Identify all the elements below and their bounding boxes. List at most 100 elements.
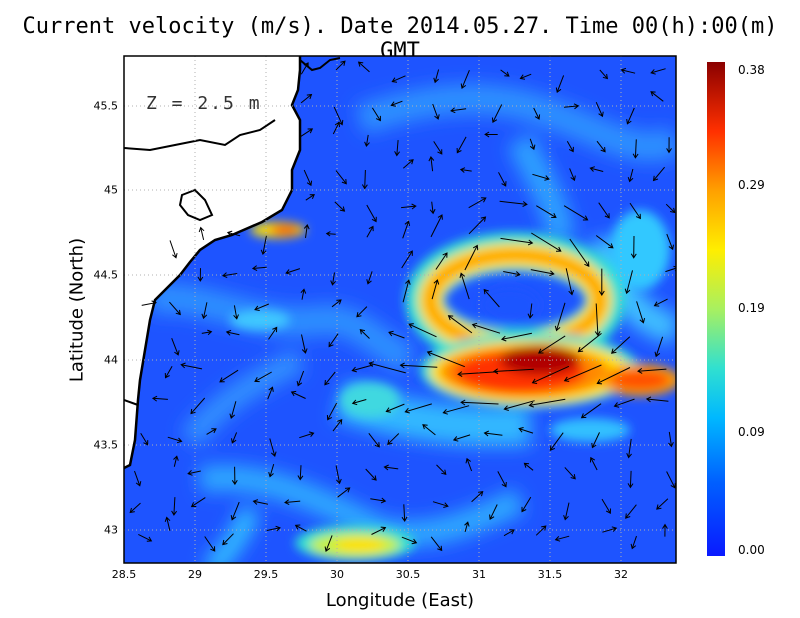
velocity-arrow: [666, 233, 674, 251]
x-axis-label: Longitude (East): [325, 590, 475, 611]
velocity-arrow: [190, 497, 206, 508]
x-tick: 31: [472, 568, 486, 581]
y-tick: 44: [104, 353, 118, 367]
velocity-arrow: [141, 300, 157, 307]
velocity-arrow: [254, 371, 272, 383]
velocity-arrow: [269, 438, 277, 458]
velocity-arrow: [432, 103, 440, 120]
velocity-arrow: [435, 252, 448, 270]
velocity-arrow: [225, 329, 240, 336]
velocity-arrow: [598, 268, 605, 296]
velocity-arrow: [596, 367, 631, 385]
velocity-arrow: [366, 271, 373, 285]
velocity-arrow: [464, 521, 470, 533]
velocity-arrow: [422, 424, 436, 436]
velocity-arrow: [138, 533, 153, 542]
velocity-arrow: [171, 338, 180, 356]
land-mass: [124, 56, 300, 468]
colorbar: [707, 62, 725, 556]
velocity-arrow: [383, 464, 399, 471]
velocity-arrow: [431, 279, 440, 300]
velocity-arrow: [429, 201, 436, 215]
velocity-arrow: [554, 535, 570, 542]
velocity-arrow: [366, 225, 374, 238]
velocity-arrow: [528, 398, 566, 408]
velocity-arrow: [252, 499, 269, 505]
velocity-arrow: [471, 322, 501, 334]
velocity-arrow: [503, 400, 535, 411]
velocity-arrow: [532, 173, 550, 181]
velocity-arrow: [351, 399, 367, 406]
velocity-arrow: [268, 326, 278, 340]
velocity-arrow: [301, 334, 308, 354]
colorbar-tick: 0.38: [738, 63, 765, 77]
velocity-arrow: [518, 427, 534, 434]
velocity-arrow: [266, 525, 281, 532]
velocity-arrow: [460, 70, 470, 89]
velocity-arrow: [426, 350, 465, 368]
velocity-arrow: [206, 428, 217, 435]
velocity-arrow: [637, 367, 667, 374]
velocity-arrow: [303, 223, 310, 238]
velocity-arrow: [267, 386, 274, 400]
velocity-arrow: [594, 303, 601, 337]
velocity-arrow: [595, 235, 614, 249]
plot-frame: [123, 55, 677, 564]
x-tick: 29: [188, 568, 202, 581]
velocity-arrow: [303, 169, 313, 187]
velocity-arrow: [371, 526, 387, 535]
velocity-arrow: [530, 269, 555, 277]
velocity-arrow: [385, 403, 405, 413]
velocity-arrow: [226, 230, 241, 237]
velocity-arrow: [285, 268, 301, 275]
velocity-arrow: [447, 315, 473, 334]
velocity-arrows: [129, 60, 676, 552]
velocity-arrow: [577, 333, 602, 353]
velocity-arrow: [436, 464, 447, 475]
coastline: [124, 56, 302, 470]
velocity-arrow: [140, 433, 149, 446]
velocity-arrow: [654, 336, 664, 358]
velocity-arrow: [201, 329, 213, 336]
velocity-arrow: [595, 101, 604, 118]
velocity-arrow: [666, 137, 672, 154]
velocity-arrow: [465, 457, 473, 472]
velocity-arrow: [408, 323, 437, 338]
velocity-arrow: [190, 397, 206, 415]
velocity-arrow: [164, 516, 171, 531]
velocity-arrow: [328, 333, 339, 348]
plot-title: Current velocity (m/s). Date 2014.05.27.…: [22, 14, 778, 64]
velocity-arrow: [489, 504, 498, 521]
velocity-arrow: [645, 396, 669, 403]
depth-label: Z = 2.5 m: [146, 93, 262, 114]
velocity-arrow: [169, 301, 181, 316]
velocity-arrow: [580, 403, 602, 419]
y-tick: 43.5: [93, 438, 119, 452]
velocity-arrow: [404, 403, 432, 414]
x-tick: 31.5: [537, 568, 563, 581]
velocity-arrow: [284, 499, 301, 506]
velocity-arrow: [324, 371, 336, 386]
velocity-arrow: [625, 504, 637, 519]
velocity-arrow: [204, 536, 216, 552]
velocity-arrow: [337, 487, 351, 498]
velocity-arrow: [294, 524, 307, 532]
velocity-arrow: [666, 471, 676, 489]
velocity-field: [124, 56, 676, 563]
velocity-arrow: [201, 302, 208, 320]
colorbar-tick: 0.09: [738, 425, 765, 439]
velocity-arrow: [129, 502, 141, 514]
x-tick: 30.5: [395, 568, 421, 581]
velocity-arrow: [401, 504, 408, 523]
velocity-arrow: [554, 302, 566, 332]
velocity-arrow: [296, 370, 305, 387]
velocity-arrow: [231, 432, 238, 444]
velocity-arrow: [368, 361, 406, 374]
velocity-arrow: [356, 306, 368, 318]
velocity-arrow: [428, 155, 435, 172]
velocity-arrow: [459, 272, 470, 300]
velocity-arrow: [361, 169, 368, 190]
velocity-arrow: [370, 497, 387, 504]
velocity-arrow: [610, 336, 631, 354]
grid: [124, 56, 676, 563]
